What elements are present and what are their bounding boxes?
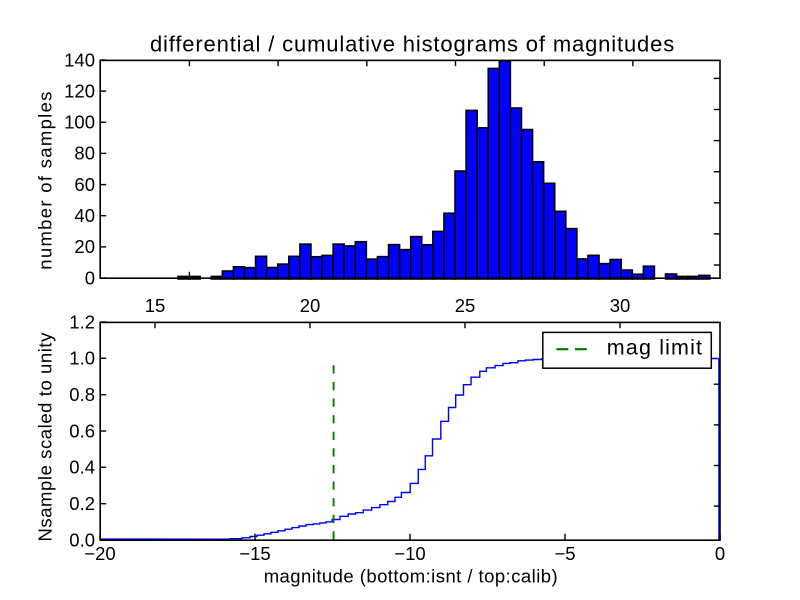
- svg-text:80: 80: [74, 143, 95, 164]
- svg-text:20: 20: [300, 295, 321, 316]
- svg-text:1.0: 1.0: [69, 348, 95, 369]
- svg-text:0.8: 0.8: [69, 384, 95, 405]
- svg-text:−15: −15: [239, 543, 270, 564]
- svg-text:differential / cumulative hist: differential / cumulative histograms of …: [150, 32, 675, 57]
- svg-text:0.2: 0.2: [69, 493, 95, 514]
- svg-text:magnitude (bottom:isnt / top:c: magnitude (bottom:isnt / top:calib): [264, 566, 558, 587]
- svg-text:60: 60: [74, 174, 95, 195]
- svg-text:140: 140: [64, 49, 95, 70]
- svg-text:−10: −10: [394, 543, 425, 564]
- svg-text:−20: −20: [84, 543, 115, 564]
- svg-text:number of samples: number of samples: [34, 90, 55, 269]
- svg-text:25: 25: [455, 295, 476, 316]
- svg-text:40: 40: [74, 205, 95, 226]
- svg-text:0.6: 0.6: [69, 420, 95, 441]
- svg-text:0: 0: [85, 267, 95, 288]
- svg-text:Nsample scaled to unity: Nsample scaled to unity: [35, 332, 56, 542]
- svg-text:30: 30: [610, 295, 631, 316]
- svg-text:120: 120: [64, 80, 95, 101]
- svg-text:1.2: 1.2: [69, 311, 95, 332]
- svg-text:mag limit: mag limit: [607, 335, 703, 359]
- svg-text:0: 0: [715, 543, 725, 564]
- svg-text:0.4: 0.4: [69, 457, 95, 478]
- svg-text:−5: −5: [554, 543, 575, 564]
- svg-text:0.0: 0.0: [69, 529, 95, 550]
- svg-text:100: 100: [64, 112, 95, 133]
- svg-text:20: 20: [74, 236, 95, 257]
- svg-text:15: 15: [145, 295, 166, 316]
